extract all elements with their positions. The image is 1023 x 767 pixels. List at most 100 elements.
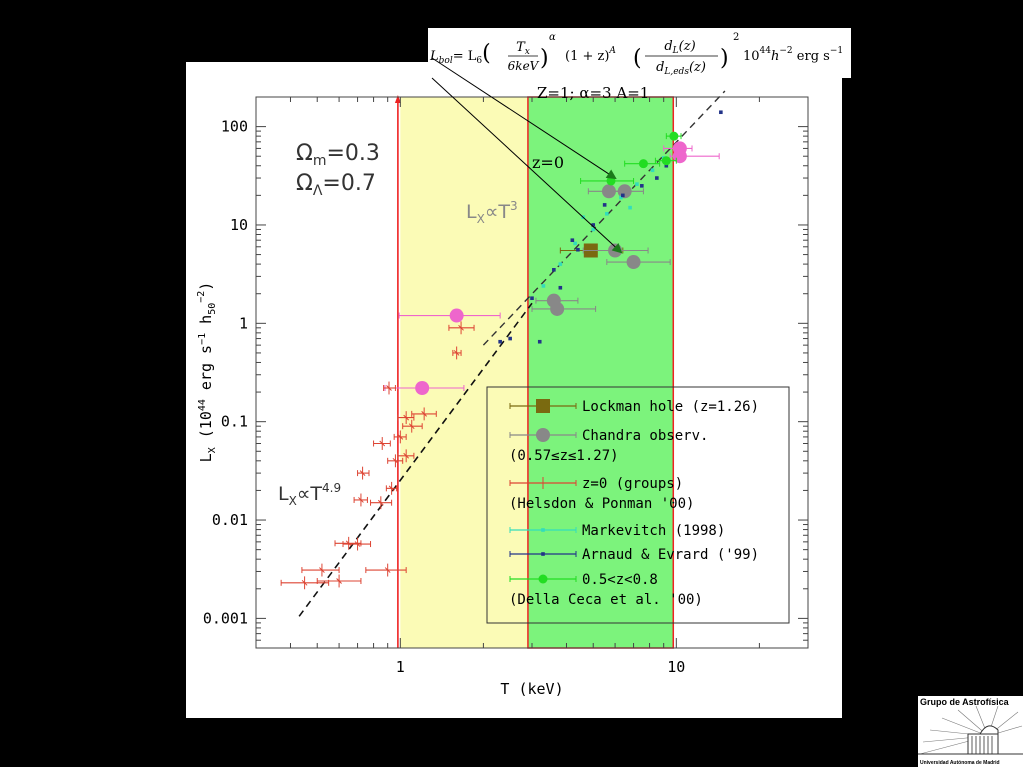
data-point — [458, 324, 464, 331]
shaded-bands — [394, 95, 675, 649]
data-point — [591, 227, 596, 232]
formula-frac1-den: 6keV — [508, 59, 540, 73]
formula: Lbol= L6( — [429, 41, 491, 66]
legend-entry-5: 0.5<z<0.8 (Della Ceca et al. '00) — [509, 572, 703, 608]
band-yellow — [400, 97, 528, 648]
band-green — [527, 97, 674, 648]
data-point — [345, 540, 352, 547]
data-point — [635, 182, 639, 186]
formula-mid: (1 + z)A — [565, 46, 616, 64]
legend-label: Markevitch (1998) — [582, 523, 725, 539]
data-point — [601, 184, 616, 199]
legend-label: Arnaud & Evrard ('99) — [582, 547, 759, 563]
data-point — [359, 470, 366, 476]
annotation-arrows — [431, 57, 623, 254]
data-point — [573, 241, 577, 246]
data-point — [508, 336, 512, 341]
y-tick-label: 1 — [239, 314, 248, 332]
data-point — [449, 308, 464, 323]
formula-frac2-num: dL(z) — [664, 39, 695, 56]
data-point — [576, 247, 580, 252]
axis-ticks: 1 10 0.001 0.01 0.1 1 10 100 — [203, 96, 809, 676]
data-point — [403, 452, 410, 459]
formula-alpha: α — [549, 32, 556, 43]
y-tick-label: 0.01 — [212, 511, 248, 529]
omega-lambda-label: ΩΛ=0.7 — [296, 171, 376, 199]
data-point — [453, 350, 460, 356]
data-point — [655, 176, 659, 180]
z0-label: z=0 — [532, 153, 564, 172]
data-point — [650, 168, 655, 173]
legend-entry-0: Lockman hole (z=1.26) — [509, 399, 759, 415]
formula-tail: 1044h−2 erg s−1 — [743, 46, 843, 64]
logo-title: Grupo de Astrofísica — [920, 697, 1009, 707]
data-point — [608, 243, 623, 258]
x-tick-label: 1 — [396, 658, 405, 676]
data-point — [638, 159, 648, 169]
y-tick-label: 10 — [230, 216, 248, 234]
data-point — [379, 440, 386, 447]
data-point — [397, 434, 404, 440]
data-point — [403, 414, 410, 421]
legend-sublabel: (0.57≤z≤1.27) — [509, 448, 619, 464]
data-point — [354, 541, 361, 547]
data-point — [392, 457, 399, 464]
logo-subtitle: Universidad Autónoma de Madrid — [920, 760, 1000, 766]
legend-entry-3: Markevitch (1998) — [509, 523, 725, 539]
data-series — [280, 110, 723, 590]
data-point — [408, 423, 415, 430]
legend-sublabel: (Helsdon & Ponman '00) — [509, 496, 694, 512]
legend-entry-2: z=0 (groups) (Helsdon & Ponman '00) — [509, 476, 694, 512]
formula-frac1-num: Tx — [516, 40, 530, 57]
data-point — [661, 156, 671, 166]
data-point — [719, 110, 723, 115]
data-point — [319, 567, 325, 573]
annotation-arrow-1 — [431, 77, 623, 254]
data-point — [602, 203, 607, 207]
data-point — [537, 339, 542, 344]
data-point — [386, 385, 392, 391]
threshold-arrow-icon — [394, 95, 401, 103]
data-point — [388, 485, 395, 492]
legend-label: Chandra observ. — [582, 428, 708, 444]
data-point — [664, 163, 669, 168]
legend: Lockman hole (z=1.26) Chandra observ. (0.5… — [486, 386, 790, 624]
formula-paren1: ) — [540, 46, 549, 71]
data-point — [541, 284, 546, 288]
fit-lines — [298, 90, 726, 617]
model-label: Z=1; α=3 A=1 — [537, 84, 649, 102]
data-point — [377, 499, 384, 506]
data-point — [591, 223, 596, 227]
formula-frac2-den: dL,eds(z) — [656, 60, 706, 77]
annotation-arrow-0 — [431, 57, 617, 180]
data-point — [605, 211, 609, 216]
data-point — [550, 301, 565, 316]
legend-sublabel: (Della Ceca et al. '00) — [509, 592, 703, 608]
data-point — [628, 205, 632, 210]
fit-line-t49 — [298, 302, 533, 617]
data-point — [558, 262, 563, 266]
legend-marker — [541, 552, 545, 556]
y-tick-label: 100 — [221, 118, 248, 136]
legend-marker — [538, 574, 548, 584]
fit-t3-label: LX∝T3 — [466, 199, 518, 226]
data-point — [558, 285, 563, 290]
series-3 — [280, 321, 475, 590]
data-point — [336, 578, 342, 584]
legend-label: z=0 (groups) — [582, 476, 683, 492]
data-point — [301, 579, 308, 586]
data-point — [415, 380, 430, 395]
fit-t49-label: LX∝T4.9 — [278, 481, 341, 508]
data-point — [384, 567, 391, 573]
legend-label: Lockman hole (z=1.26) — [582, 399, 759, 415]
legend-entry-1: Chandra observ. (0.57≤z≤1.27) — [509, 428, 708, 464]
formula-exp2: 2 — [733, 32, 739, 43]
data-point — [530, 296, 534, 301]
formula-paren2-close: ) — [720, 46, 729, 71]
legend-box — [486, 386, 790, 624]
formula-paren2-open: ( — [633, 46, 642, 71]
data-point — [619, 195, 623, 200]
data-point — [498, 339, 502, 344]
fit-line-t3 — [482, 90, 726, 346]
y-tick-label: 0.1 — [221, 413, 248, 431]
